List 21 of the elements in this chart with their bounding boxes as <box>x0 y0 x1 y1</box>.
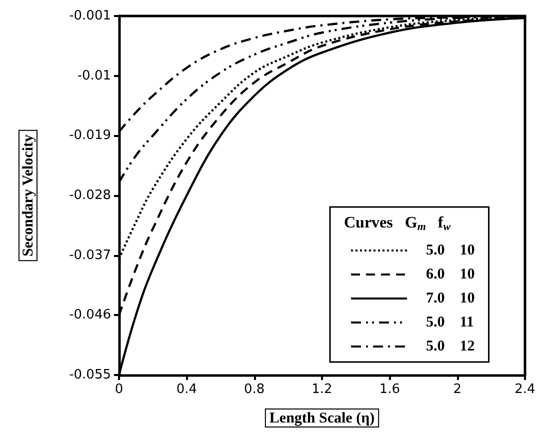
y-axis-title: Secondary Velocity <box>20 134 36 257</box>
y-tick-label: -0.055 <box>69 368 111 382</box>
legend-label: 5.0 12 <box>426 338 475 354</box>
x-tick-label: 0.8 <box>244 382 265 397</box>
legend-label: 7.0 10 <box>426 290 475 306</box>
x-tick-label: 1.6 <box>379 382 400 397</box>
legend-label: 6.0 10 <box>426 266 475 282</box>
x-tick-label: 2.4 <box>514 382 536 397</box>
x-tick-label: 0.4 <box>176 382 198 397</box>
y-tick-label: -0.037 <box>69 248 111 263</box>
x-axis-title: Length Scale (η) <box>269 410 375 426</box>
legend-label: 5.0 10 <box>426 242 475 258</box>
y-tick-label: -0.028 <box>69 188 111 203</box>
x-tick-label: 0 <box>114 382 124 397</box>
y-tick-label: -0.046 <box>69 308 111 323</box>
y-tick-label: -0.001 <box>69 8 111 24</box>
y-tick-label: -0.01 <box>77 68 111 84</box>
x-tick-label: 1.2 <box>312 382 332 397</box>
legend-label: 5.0 11 <box>426 314 474 330</box>
x-tick-label: 2 <box>453 382 462 397</box>
y-tick-label: -0.019 <box>69 128 111 144</box>
